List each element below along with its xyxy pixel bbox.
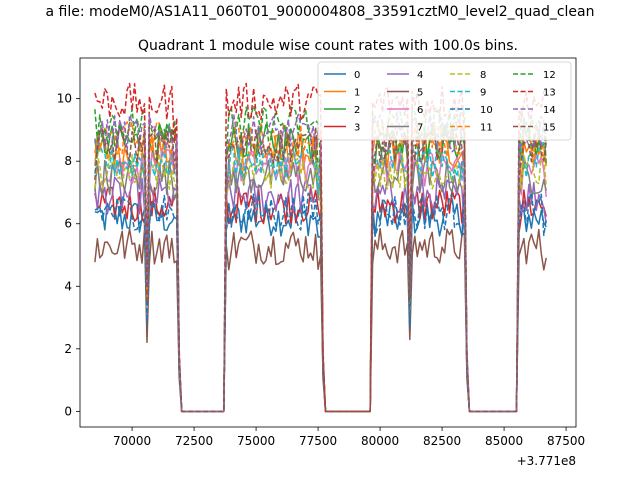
legend-label-11: 11 (480, 123, 493, 134)
x-tick-label: 77500 (299, 434, 337, 448)
y-axis: 0 2 4 6 8 10 (57, 92, 80, 418)
x-axis: 70000 72500 75000 77500 80000 82500 85000 87500 (113, 427, 585, 448)
legend-label-12: 12 (543, 70, 556, 81)
chart-title: Quadrant 1 module wise count rates with … (138, 38, 518, 54)
x-tick-label: 85000 (485, 434, 523, 448)
x-tick-label: 70000 (113, 434, 151, 448)
y-tick-label: 10 (57, 92, 72, 106)
x-tick-label: 82500 (423, 434, 461, 448)
x-tick-label: 72500 (175, 434, 213, 448)
legend-label-4: 4 (417, 70, 423, 81)
legend-label-8: 8 (480, 70, 486, 81)
x-tick-label: 80000 (361, 434, 399, 448)
legend-label-1: 1 (354, 88, 360, 99)
legend-label-13: 13 (543, 88, 556, 99)
legend-label-0: 0 (354, 70, 360, 81)
legend-label-5: 5 (417, 88, 423, 99)
y-tick-label: 0 (64, 404, 72, 418)
legend-label-7: 7 (417, 123, 423, 134)
x-tick-label: 87500 (547, 434, 585, 448)
plot-frame (79, 57, 577, 428)
y-tick-label: 2 (64, 342, 72, 356)
series-line-15 (94, 126, 547, 413)
y-tick-label: 4 (64, 279, 72, 293)
legend-label-14: 14 (543, 105, 556, 116)
legend-box (317, 61, 572, 141)
y-tick-label: 8 (64, 154, 72, 168)
x-axis-offset-label: +3.771e8 (517, 454, 576, 468)
legend-label-15: 15 (543, 123, 556, 134)
figure-suptitle: a file: modeM0/AS1A11_060T01_9000004808_… (46, 4, 595, 20)
x-tick-label: 75000 (237, 434, 275, 448)
legend-label-6: 6 (417, 105, 423, 116)
series-line-10 (94, 192, 547, 413)
legend-label-10: 10 (480, 105, 493, 116)
y-tick-label: 6 (64, 217, 72, 231)
legend-label-9: 9 (480, 88, 486, 99)
legend-label-2: 2 (354, 105, 360, 116)
series-line-14 (94, 113, 547, 413)
legend-label-3: 3 (354, 123, 360, 134)
